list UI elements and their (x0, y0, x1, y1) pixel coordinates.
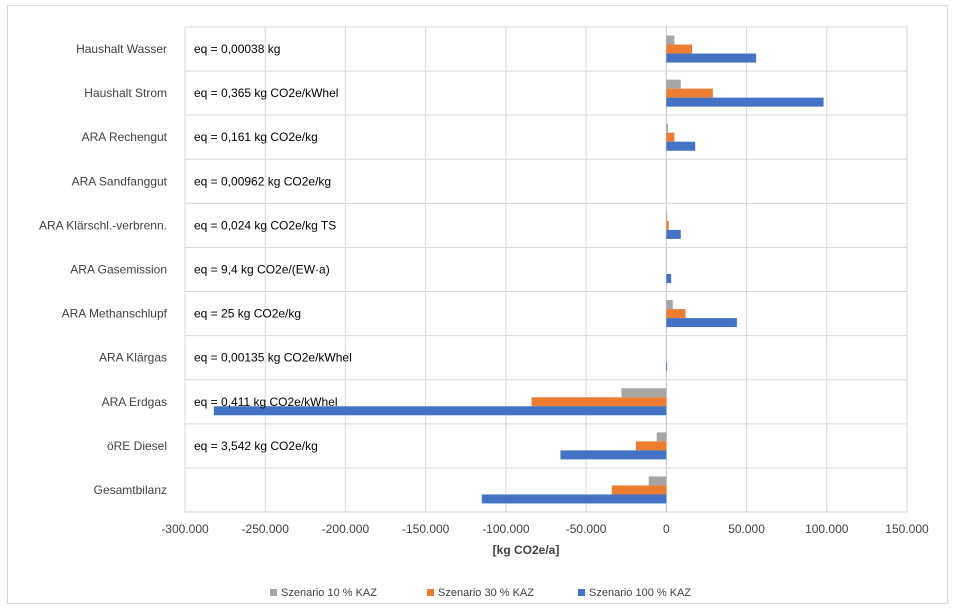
legend-label: Szenario 100 % KAZ (589, 587, 691, 599)
x-tick-label: -200.000 (322, 522, 370, 536)
bar (666, 300, 673, 310)
annotation: eq = 9,4 kg CO2e/(EW·a) (194, 263, 330, 277)
bar (666, 274, 672, 283)
annotation: eq = 0,411 kg CO2e/kWhel (194, 395, 338, 409)
category-label: öRE Diesel (107, 439, 167, 453)
x-axis-title: [kg CO2e/a] (493, 543, 560, 557)
category-label: ARA Erdgas (102, 395, 167, 409)
annotation: eq = 0,365 kg CO2e/kWhel (194, 86, 338, 100)
x-tick-label: -50.000 (566, 522, 607, 536)
bar (213, 406, 667, 416)
bar (635, 441, 667, 451)
bar (666, 53, 757, 63)
legend-label: Szenario 30 % KAZ (438, 587, 534, 599)
bar (666, 35, 675, 45)
x-tick-label: -150.000 (402, 522, 450, 536)
category-labels: Haushalt Wasser Haushalt Strom ARA Recheng… (39, 42, 168, 497)
x-tick-labels: -300.000 -250.000 -200.000 -150.000 -100.000… (161, 522, 929, 536)
category-label: ARA Methanschlupf (62, 307, 168, 321)
bar (666, 318, 737, 328)
legend-swatch (270, 589, 277, 596)
bar (666, 88, 713, 98)
x-tick-label: 0 (663, 522, 670, 536)
bar (656, 432, 667, 442)
bar (560, 450, 667, 460)
bar (666, 229, 681, 239)
bar (666, 97, 824, 107)
bar (666, 309, 686, 319)
annotation: eq = 0,00038 kg (194, 42, 280, 56)
legend-swatch (427, 589, 434, 596)
bar (531, 397, 667, 407)
x-tick-label: -100.000 (482, 522, 530, 536)
bar (666, 362, 668, 372)
annotation: eq = 0,024 kg CO2e/kg TS (194, 218, 336, 232)
category-label: ARA Sandfanggut (72, 174, 168, 188)
annotation: eq = 0,161 kg CO2e/kg (194, 130, 318, 144)
x-tick-label: -250.000 (242, 522, 290, 536)
legend-label: Szenario 10 % KAZ (281, 587, 377, 599)
category-label: ARA Klärschl.-verbrenn. (39, 218, 167, 232)
bar (481, 494, 667, 504)
bar (621, 388, 667, 398)
legend: Szenario 10 % KAZ Szenario 30 % KAZ Szenar… (270, 587, 691, 599)
annotation: eq = 3,542 kg CO2e/kg (194, 439, 318, 453)
annotations: eq = 0,00038 kg eq = 0,365 kg CO2e/kWhel e… (194, 42, 352, 453)
category-label: ARA Gasemission (70, 263, 167, 277)
gridlines (184, 26, 908, 513)
category-label: ARA Rechengut (82, 130, 168, 144)
category-label: Haushalt Wasser (76, 42, 167, 56)
bar (666, 211, 668, 221)
x-tick-label: -300.000 (161, 522, 209, 536)
annotation: eq = 25 kg CO2e/kg (194, 307, 301, 321)
x-tick-label: 50.000 (728, 522, 765, 536)
annotation: eq = 0,00962 kg CO2e/kg (194, 174, 331, 188)
category-label: Gesamtbilanz (94, 483, 167, 497)
bars (213, 35, 824, 504)
annotation: eq = 0,00135 kg CO2e/kWhel (194, 351, 352, 365)
category-label: ARA Klärgas (99, 351, 167, 365)
bar (666, 141, 696, 151)
bar (666, 79, 681, 89)
bar (666, 132, 675, 142)
category-label: Haushalt Strom (84, 86, 167, 100)
x-tick-label: 100.000 (805, 522, 849, 536)
bar (611, 485, 667, 495)
legend-swatch (578, 589, 585, 596)
bar (666, 220, 669, 230)
bar (666, 123, 668, 133)
bar (648, 476, 667, 486)
x-tick-label: 150.000 (885, 522, 929, 536)
bar (666, 44, 693, 54)
